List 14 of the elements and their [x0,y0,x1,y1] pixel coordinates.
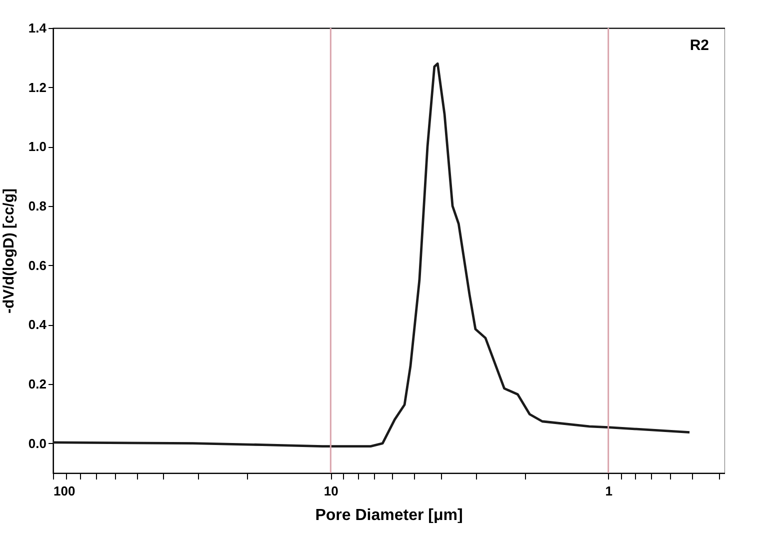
y-tick-label: 0.2 [28,376,46,392]
y-tick-label: 0.0 [28,436,46,451]
y-tick-label: 0.4 [28,317,48,332]
y-tick-label: 1.0 [28,139,46,154]
y-tick-label: 1.4 [28,20,48,36]
x-tick-label: 10 [324,484,338,498]
y-axis-title: -dV/d(logD) [cc/g] [0,188,18,314]
annotation: R2 [690,37,709,54]
x-tick-label: 100 [54,484,76,498]
y-tick-label: 1.2 [28,80,46,95]
y-tick-label: 0.6 [28,258,46,273]
x-axis-title: Pore Diameter [μm] [315,507,463,524]
x-tick-label: 1 [605,484,612,498]
y-tick-label: 0.8 [28,198,46,214]
